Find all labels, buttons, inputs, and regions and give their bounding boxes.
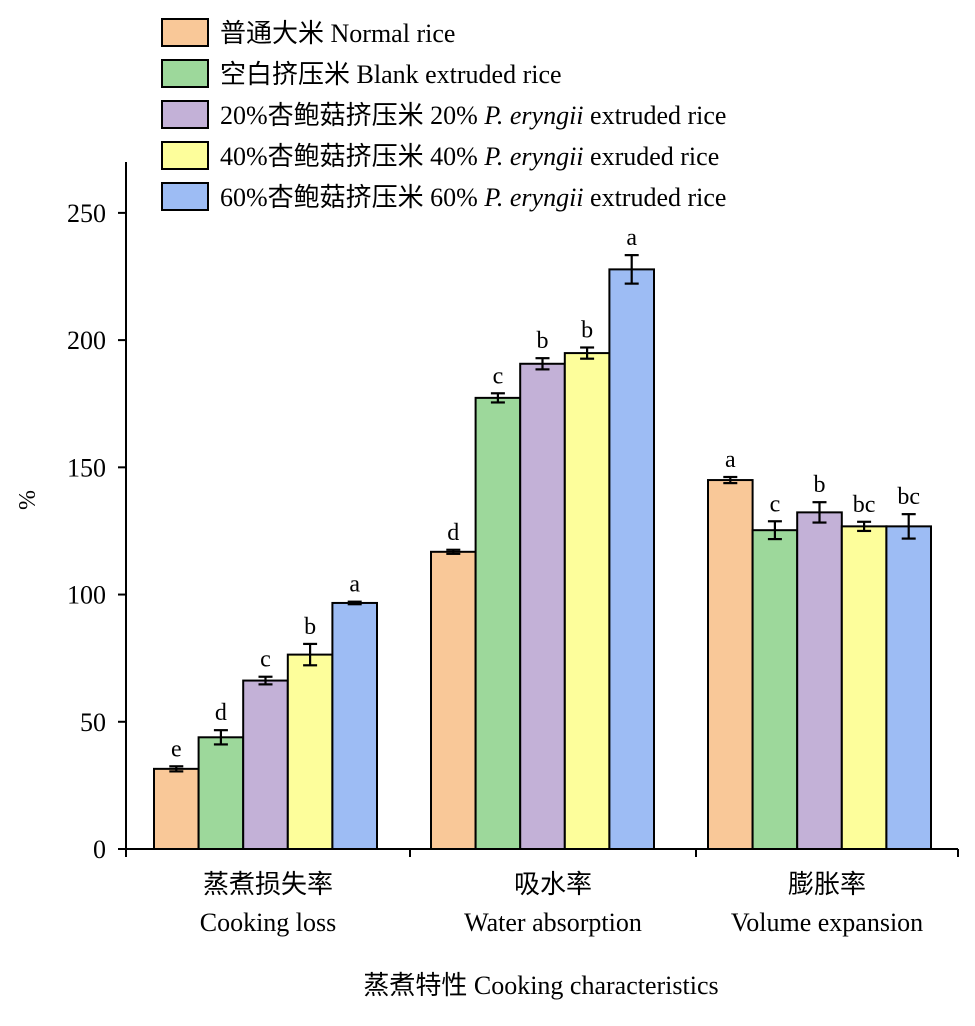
legend-label: 60%杏鲍菇挤压米 60% P. eryngii extruded rice xyxy=(220,183,726,212)
legend-swatch xyxy=(161,141,209,170)
bar xyxy=(707,479,754,850)
bar xyxy=(751,529,799,850)
significance-letter: c xyxy=(493,363,504,389)
bar xyxy=(608,268,656,850)
significance-letter: a xyxy=(725,447,736,473)
legend-label-en: Blank extruded rice xyxy=(357,60,562,89)
bar xyxy=(519,362,566,850)
category-label-en: Volume expansion xyxy=(731,908,923,937)
legend-label-species: P. eryngii xyxy=(483,142,583,171)
legend-label-prefix: 40% xyxy=(430,142,484,171)
significance-letter: b xyxy=(304,614,316,640)
legend-label-zh: 60%杏鲍菇挤压米 xyxy=(220,183,424,212)
x-axis-title: 蒸煮特性 Cooking characteristics xyxy=(363,971,718,1000)
legend-label-suffix: extruded rice xyxy=(584,101,727,130)
legend-label-en: Normal rice xyxy=(331,19,456,48)
legend-swatch xyxy=(161,59,209,88)
legend-label: 40%杏鲍菇挤压米 40% P. eryngii exruded rice xyxy=(220,142,719,171)
legend-label-species: P. eryngii xyxy=(483,183,583,212)
bar xyxy=(840,525,888,850)
legend-swatch xyxy=(161,18,209,47)
bar xyxy=(430,550,477,850)
significance-letter: a xyxy=(626,225,637,251)
bar xyxy=(197,736,245,850)
legend-label-prefix: 60% xyxy=(430,183,484,212)
legend-label-zh: 40%杏鲍菇挤压米 xyxy=(220,142,424,171)
significance-letter: c xyxy=(770,491,781,517)
bar xyxy=(286,653,334,850)
significance-letter: b xyxy=(537,328,549,354)
y-tick-label: 50 xyxy=(80,708,106,737)
category-label-en: Cooking loss xyxy=(200,908,337,937)
legend: 普通大米 Normal rice 空白挤压米 Blank extruded ric… xyxy=(161,18,726,212)
y-tick-label: 200 xyxy=(67,326,106,355)
significance-letter: d xyxy=(215,700,227,726)
y-tick-label: 250 xyxy=(67,199,106,228)
significance-letter: d xyxy=(447,520,459,546)
axes: 0 50 100 150 200 250 蒸煮损失率 Cooking loss 吸水率 Water… xyxy=(67,162,959,937)
bar xyxy=(474,396,522,850)
y-axis-title: % xyxy=(15,490,41,510)
legend-label: 20%杏鲍菇挤压米 20% P. eryngii extruded rice xyxy=(220,101,726,130)
legend-label-zh: 空白挤压米 xyxy=(220,60,350,89)
legend-label-suffix: exruded rice xyxy=(584,142,720,171)
legend-label-zh: 普通大米 xyxy=(220,19,324,48)
category-label-en: Water absorption xyxy=(464,908,642,937)
bar xyxy=(563,352,611,850)
legend-swatch xyxy=(161,182,209,211)
bar xyxy=(796,511,843,850)
significance-letter: b xyxy=(814,472,826,498)
legend-label-suffix: extruded rice xyxy=(584,183,727,212)
significance-letter: bc xyxy=(853,492,876,518)
legend-label-prefix: 20% xyxy=(430,101,484,130)
y-tick-label: 0 xyxy=(93,835,106,864)
legend-label: 空白挤压米 Blank extruded rice xyxy=(220,60,562,89)
y-tick-label: 100 xyxy=(67,581,106,610)
legend-swatch xyxy=(161,100,209,129)
category-label-zh: 吸水率 xyxy=(514,870,592,899)
legend-label-zh: 20%杏鲍菇挤压米 xyxy=(220,101,424,130)
bar xyxy=(153,767,200,850)
significance-letter: b xyxy=(581,317,593,343)
category-label-zh: 蒸煮损失率 xyxy=(203,870,333,899)
significance-letter: bc xyxy=(897,484,920,510)
legend-label: 普通大米 Normal rice xyxy=(220,19,455,48)
significance-letter: a xyxy=(349,572,360,598)
significance-letter: c xyxy=(260,647,271,673)
y-tick-label: 150 xyxy=(67,453,106,482)
bar xyxy=(242,679,289,851)
bars-group: e d c b a d c b b a a c b bc bc xyxy=(153,225,933,851)
bar xyxy=(331,601,378,850)
bar xyxy=(885,525,933,850)
significance-letter: e xyxy=(171,736,182,762)
legend-label-species: P. eryngii xyxy=(483,101,583,130)
category-label-zh: 膨胀率 xyxy=(788,870,866,899)
